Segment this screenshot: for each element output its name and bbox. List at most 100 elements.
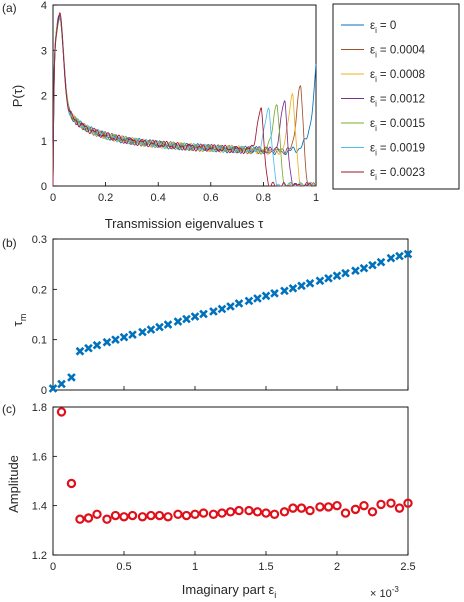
data-point [190,509,200,519]
data-point [288,503,298,513]
data-point [56,407,67,417]
panel-a-x-tick-label: 0.8 [256,192,271,204]
legend-box [332,3,460,190]
data-point [84,343,93,353]
legend-label-symbol: ε [370,167,375,179]
legend-label-sub: i [375,26,377,35]
data-point [324,273,333,283]
panel-b-label: (b) [2,236,17,250]
data-point [181,510,192,521]
data-point [244,296,254,306]
panel-a-x-tick-label: 1 [313,192,319,204]
data-point [128,330,137,339]
data-point [376,499,386,510]
legend-label-symbol: ε [370,143,375,155]
data-point [394,503,405,513]
data-point [127,510,138,521]
legend-label-sub: i [375,149,377,158]
panel-c-y-tick-label: 1.4 [32,501,47,513]
panel-b-y-tick-label: 0 [41,385,47,397]
panel-a: (a) 0 0.2 0.4 0.6 0.8 1 0 1 2 3 4 Transmission eig… [2,0,319,231]
data-point [173,317,183,326]
panel-c-y-tick-label: 1.6 [32,451,47,463]
data-point [163,320,173,329]
legend-label-sub: i [375,75,377,84]
panel-c-x-label-main: Imaginary part ε [182,582,275,597]
panel-b-y-label: τm [10,314,28,327]
data-point [315,502,325,512]
data-point [217,304,227,314]
panel-c-y-tick-label: 1.8 [32,402,47,414]
data-point [66,478,77,489]
data-point [102,514,112,524]
legend-label-value: = 0.0023 [380,167,425,179]
data-point [146,510,156,521]
data-point [199,309,208,319]
panel-a-y-tick-label: 4 [41,0,47,12]
data-point [261,508,271,518]
series-line [52,15,316,187]
data-point [332,500,342,511]
data-point [403,249,413,259]
legend-label-symbol: ε [370,69,375,81]
data-point [67,373,76,382]
panel-c-x-tick-label: 2.5 [400,561,415,573]
data-point [234,299,244,308]
legend-label: εi = 0 [370,20,396,35]
data-point [359,500,369,511]
panel-b-y-label-main: τ [10,320,25,326]
data-point [386,253,396,263]
panel-b-axes: 0 0.1 0.2 0.3 [32,234,409,397]
series-line [52,14,316,187]
data-point [350,504,361,515]
panel-a-label: (a) [2,1,17,15]
data-point [244,505,254,516]
panel-b-y-tick-label: 0.1 [32,335,47,347]
data-point [403,498,413,508]
panel-a-x-label: Transmission eigenvalues τ [105,216,264,231]
series-line [52,18,317,187]
panel-c-axes: 0 0.5 1 1.5 2 2.5 1.2 1.4 1.6 1.8 [32,402,416,573]
legend-label-value: = 0.0012 [380,94,425,106]
legend-label: εi = 0.0008 [370,69,425,84]
data-point [138,327,147,337]
data-point [209,307,218,316]
data-point [119,512,129,522]
panel-c-x-tick-label: 2 [334,561,340,573]
x-multiplier-exp: -3 [392,585,400,594]
panel-a-x-tick-label: 0 [50,192,56,204]
data-point [92,340,102,350]
panel-c-x-label: Imaginary part εi [182,582,277,600]
data-point [280,286,289,296]
data-point [261,291,271,301]
panel-c-x-tick-label: 1 [192,561,198,573]
panel-a-y-tick-label: 3 [41,45,47,57]
panel-b-markers [48,249,413,393]
data-point [208,509,219,519]
panel-a-y-tick-label: 0 [41,181,47,193]
panel-a-y-tick-label: 1 [41,136,47,148]
legend-label-symbol: ε [370,45,375,57]
data-point [395,251,404,261]
data-point [119,332,129,342]
data-point [48,384,58,393]
data-point [163,512,173,522]
legend-label-sub: i [375,100,377,109]
data-point [376,257,386,267]
data-point [190,312,200,321]
legend-label-value: = 0.0008 [380,69,425,81]
data-point [270,289,279,298]
panel-c-x-tick-label: 0 [50,561,56,573]
data-point [75,514,85,524]
data-point [315,276,325,286]
panel-a-axes: 0 0.2 0.4 0.6 0.8 1 0 1 2 3 4 [41,0,319,204]
panel-c-x-tick-label: 1.5 [258,561,273,573]
panel-c-frame [52,406,409,556]
data-point [332,271,342,281]
legend-label: εi = 0.0023 [370,167,425,182]
legend-label-sub: i [375,173,377,182]
data-point [75,346,85,356]
data-point [269,509,280,519]
data-point [386,498,396,508]
